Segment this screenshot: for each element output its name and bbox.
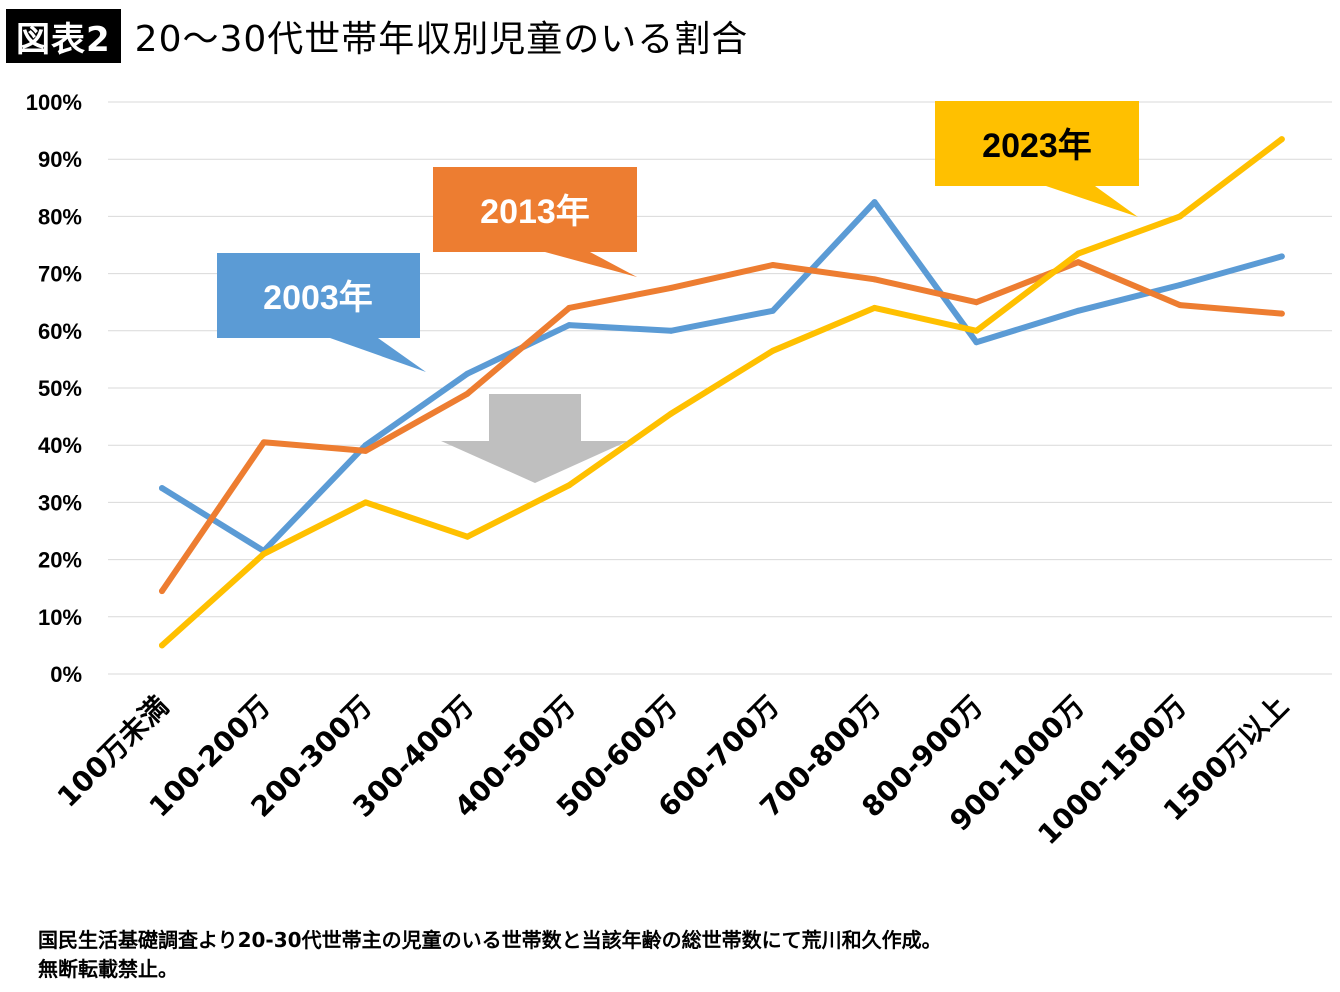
chart-title: 20〜30代世帯年収別児童のいる割合	[134, 19, 749, 60]
series-lines	[159, 136, 1285, 649]
data-point	[871, 276, 878, 283]
data-point	[464, 370, 471, 377]
y-tick-label: 40%	[38, 433, 82, 458]
data-point	[566, 482, 573, 489]
footnote: 国民生活基礎調査より20-30代世帯主の児童のいる世帯数と当該年齢の総世帯数にて…	[38, 926, 942, 984]
callout-2003-label: 2003年	[263, 279, 373, 317]
data-point	[769, 307, 776, 314]
data-point	[1278, 136, 1285, 143]
series-line-2023年	[159, 136, 1285, 649]
data-point	[159, 588, 165, 595]
data-point	[1075, 250, 1082, 257]
y-tick-label: 60%	[38, 319, 82, 344]
data-point	[159, 642, 165, 649]
y-tick-label: 0%	[50, 662, 82, 687]
data-point	[1177, 282, 1183, 289]
series-line-2003年	[159, 199, 1285, 554]
y-axis-labels: 0% 10% 20% 30% 40% 50% 60% 70% 80% 90% 100%	[26, 90, 82, 687]
data-point	[1075, 259, 1082, 266]
data-point	[159, 485, 165, 492]
data-point	[464, 390, 471, 397]
footnote-source: 国民生活基礎調査より20-30代世帯主の児童のいる世帯数と当該年齢の総世帯数にて…	[38, 928, 942, 952]
data-point	[362, 447, 369, 454]
data-point	[566, 304, 573, 311]
header: 図表2 20〜30代世帯年収別児童のいる割合	[6, 8, 748, 64]
y-tick-label: 90%	[38, 147, 82, 172]
data-point	[362, 499, 369, 506]
data-point	[260, 439, 267, 446]
figure-badge: 図表2	[6, 9, 121, 63]
footnote-copyright: 無断転載禁止。	[38, 957, 178, 981]
data-point	[871, 199, 878, 206]
data-point	[464, 533, 471, 540]
y-tick-label: 30%	[38, 490, 82, 515]
callout-2003: 2003年	[217, 253, 426, 372]
data-point	[1177, 302, 1183, 309]
y-tick-label: 10%	[38, 605, 82, 630]
data-point	[1075, 307, 1082, 314]
data-point	[668, 284, 674, 291]
data-point	[566, 322, 573, 329]
x-axis-labels: 100万未満100-200万200-300万300-400万400-500万50…	[51, 690, 1295, 852]
gridlines	[108, 101, 1332, 675]
callout-2013-label: 2013年	[480, 193, 590, 231]
y-tick-label: 100%	[26, 90, 82, 115]
down-arrow-icon	[441, 394, 628, 483]
series-callouts: 2003年 2013年 2023年	[217, 101, 1139, 372]
y-tick-label: 20%	[38, 548, 82, 573]
data-point	[871, 304, 878, 311]
data-point	[973, 299, 980, 306]
data-point	[260, 550, 267, 557]
line-chart: 0% 10% 20% 30% 40% 50% 60% 70% 80% 90% 100% 100万未満…	[26, 90, 1332, 852]
data-point	[973, 339, 980, 346]
y-tick-label: 80%	[38, 204, 82, 229]
data-point	[668, 327, 674, 334]
callout-2013: 2013年	[433, 167, 637, 277]
y-tick-label: 70%	[38, 262, 82, 287]
series-line-2013年	[159, 259, 1285, 595]
data-point	[1278, 253, 1285, 260]
data-point	[1177, 213, 1183, 220]
y-tick-label: 50%	[38, 376, 82, 401]
callout-2023-label: 2023年	[982, 127, 1092, 165]
data-point	[769, 262, 776, 269]
callout-2023: 2023年	[935, 101, 1139, 217]
data-point	[973, 327, 980, 334]
data-point	[1278, 310, 1285, 317]
data-point	[769, 347, 776, 354]
data-point	[668, 410, 674, 417]
